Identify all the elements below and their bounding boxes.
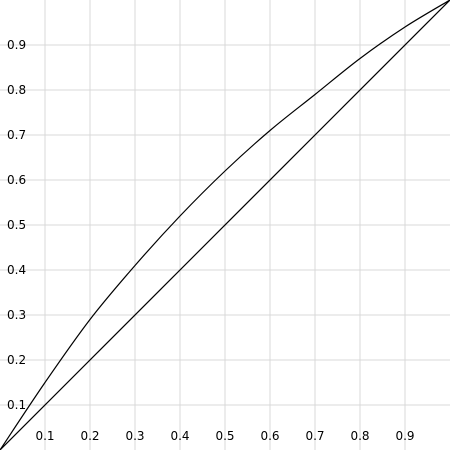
x-tick-label: 0.7 <box>305 429 324 443</box>
y-tick-labels: 0.1 0.2 0.3 0.4 0.5 0.6 0.7 0.8 0.9 <box>7 38 26 412</box>
x-tick-label: 0.1 <box>35 429 54 443</box>
x-tick-label: 0.6 <box>260 429 279 443</box>
y-tick-label: 0.7 <box>7 128 26 142</box>
x-tick-label: 0.4 <box>170 429 189 443</box>
y-tick-label: 0.4 <box>7 263 26 277</box>
y-tick-label: 0.3 <box>7 308 26 322</box>
y-tick-label: 0.9 <box>7 38 26 52</box>
y-tick-label: 0.1 <box>7 398 26 412</box>
y-tick-label: 0.6 <box>7 173 26 187</box>
x-tick-label: 0.5 <box>215 429 234 443</box>
y-tick-label: 0.2 <box>7 353 26 367</box>
x-tick-label: 0.9 <box>395 429 414 443</box>
y-tick-label: 0.8 <box>7 83 26 97</box>
x-tick-label: 0.8 <box>350 429 369 443</box>
x-tick-label: 0.2 <box>80 429 99 443</box>
x-tick-labels: 0.1 0.2 0.3 0.4 0.5 0.6 0.7 0.8 0.9 <box>35 429 414 443</box>
y-tick-label: 0.5 <box>7 218 26 232</box>
x-tick-label: 0.3 <box>125 429 144 443</box>
